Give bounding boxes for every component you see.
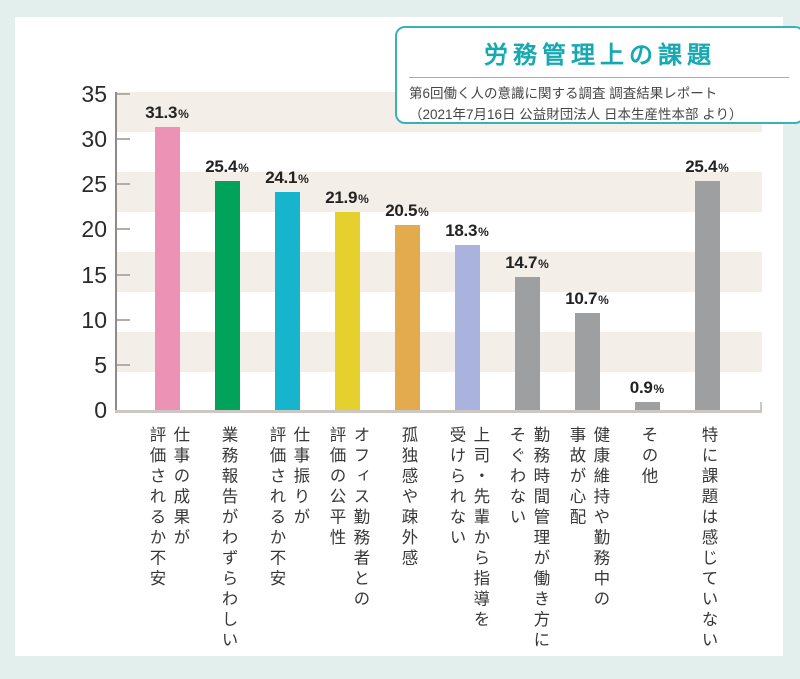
chart-card: 0 5 10 15 20 25 30 35 31.3% 25.4% 24.1% 21.9% 20.5%… [15, 17, 800, 656]
bar [214, 180, 240, 410]
source-line-2: （2021年7月16日 公益財団法人 日本生産性本部 より） [409, 106, 743, 122]
plot-area [115, 92, 762, 410]
bar-value-unit: % [178, 107, 189, 122]
y-axis-tick [117, 363, 130, 366]
y-axis-line [115, 92, 117, 412]
y-axis-tick-label: 30 [81, 126, 107, 153]
y-axis-tick-label: 10 [81, 306, 107, 333]
x-axis-category-label: 業務報告がわずらわしい [218, 426, 237, 652]
y-axis-tick-label: 15 [81, 261, 107, 288]
source-line-1: 第6回働く人の意識に関する調査 調査結果レポート [409, 86, 718, 101]
bar [514, 277, 540, 410]
y-axis-tick-label: 35 [81, 80, 107, 107]
bar-value-label: 24.1% [242, 168, 332, 188]
source-text: 第6回働く人の意識に関する調査 調査結果レポート （2021年7月16日 公益財… [409, 84, 789, 126]
bar-value: 0.9 [629, 377, 653, 397]
bar-value-unit: % [418, 204, 429, 219]
bar [634, 401, 660, 410]
bar [394, 224, 420, 410]
bar [694, 180, 720, 410]
bar [154, 127, 180, 410]
y-axis-tick [117, 138, 130, 141]
bar [454, 244, 480, 410]
bar [574, 313, 600, 410]
bar-value-unit: % [358, 192, 369, 207]
x-axis-category-label: 仕事の成果が 評価されるか不安 [147, 426, 189, 590]
bar-value: 20.5 [385, 200, 418, 220]
bar-value-label: 31.3% [122, 103, 212, 123]
bar-value-unit: % [238, 160, 249, 175]
bar-value-unit: % [598, 293, 609, 308]
x-axis-category-label: 特に課題は感じていない [698, 426, 717, 652]
title-box: 労務管理上の課題 第6回働く人の意識に関する調査 調査結果レポート （2021年… [395, 26, 800, 124]
bar-value-label: 25.4% [182, 157, 272, 177]
bar-value: 21.9 [325, 188, 358, 208]
x-axis-category-label: 勤務時間管理が働き方に そぐわない [507, 426, 549, 652]
title-divider [409, 77, 789, 78]
bar-value: 24.1 [265, 168, 298, 188]
x-axis-baseline [115, 410, 762, 413]
y-axis-tick-label: 5 [94, 351, 107, 378]
x-axis-category-label: その他 [638, 426, 657, 488]
bar-value-unit: % [538, 257, 549, 272]
bar-value-label: 25.4% [662, 157, 752, 177]
bar-value-label: 18.3% [422, 221, 512, 241]
bar-value-unit: % [478, 224, 489, 239]
bar [274, 192, 300, 410]
bar-value-unit: % [718, 160, 729, 175]
y-axis-tick-label: 0 [94, 397, 107, 423]
bar-value-label: 0.9% [602, 378, 692, 398]
y-axis-tick-label: 25 [81, 171, 107, 198]
y-axis-tick-label: 20 [81, 216, 107, 243]
bar-value: 10.7 [565, 289, 598, 309]
bar-value-label: 20.5% [362, 201, 452, 221]
y-axis-tick [117, 228, 130, 231]
x-axis-category-label: 健康維持や勤務中の 事故が心配 [567, 426, 609, 611]
bar-value: 25.4 [205, 156, 238, 176]
x-axis-category-label: 仕事振りが 評価されるか不安 [267, 426, 309, 590]
plot-right-edge-tick [760, 402, 762, 410]
y-axis-tick [117, 92, 130, 95]
y-axis-tick [117, 183, 130, 186]
bar-value-unit: % [653, 381, 665, 396]
bar-value: 14.7 [505, 253, 538, 273]
bar-value-unit: % [298, 172, 309, 187]
bar-value: 25.4 [685, 156, 718, 176]
bar-value: 18.3 [445, 220, 478, 240]
x-axis-category-label: オフィス勤務者との 評価の公平性 [327, 426, 369, 611]
bar-value-label: 21.9% [302, 188, 392, 208]
bar-value: 31.3 [145, 103, 178, 123]
chart-title: 労務管理上の課題 [484, 42, 716, 69]
bar-value-label: 14.7% [482, 253, 572, 273]
x-axis-category-label: 孤独感や疎外感 [398, 426, 417, 570]
y-axis-tick [117, 273, 130, 276]
x-axis-category-label: 上司・先輩から指導を 受けられない [447, 426, 489, 631]
bar [334, 212, 360, 410]
bar-value-label: 10.7% [542, 289, 632, 309]
y-axis-tick [117, 318, 130, 321]
